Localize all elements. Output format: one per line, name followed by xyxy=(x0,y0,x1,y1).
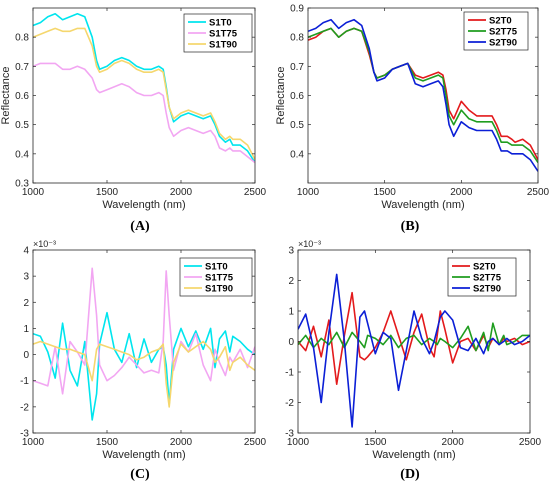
x-tick-label: 2000 xyxy=(450,187,473,198)
y-tick-label: -3 xyxy=(285,429,294,440)
legend-entry: S1T90 xyxy=(205,284,233,295)
x-axis-label: Wavelength (nm) xyxy=(102,199,185,211)
x-axis-label: Wavelength (nm) xyxy=(372,449,455,461)
y-tick-label: -2 xyxy=(20,402,29,413)
legend-entry: S1T0 xyxy=(205,262,228,273)
panel-label: (D) xyxy=(400,467,420,482)
x-tick-label: 2500 xyxy=(244,437,267,448)
series-line-s1t0 xyxy=(33,311,255,421)
y-tick-label: 2 xyxy=(288,276,294,287)
x-tick-label: 2500 xyxy=(244,187,267,198)
legend-entry: S2T0 xyxy=(489,16,512,27)
series-line-s2t75 xyxy=(298,322,530,352)
panel-label: (C) xyxy=(130,467,150,482)
y-tick-label: 1 xyxy=(288,307,294,318)
y-tick-label: 3 xyxy=(288,246,294,257)
y-tick-label: -1 xyxy=(20,376,29,387)
x-tick-label: 2500 xyxy=(527,187,550,198)
x-tick-label: 1000 xyxy=(22,187,45,198)
series-line-s1t75 xyxy=(33,62,255,164)
y-tick-label: -3 xyxy=(20,429,29,440)
y-tick-label: 0.9 xyxy=(290,4,304,15)
y-tick-label: 0.6 xyxy=(15,91,29,102)
x-tick-label: 2000 xyxy=(170,187,193,198)
series-line-s1t0 xyxy=(33,13,255,164)
x-tick-label: 1000 xyxy=(287,437,310,448)
legend-entry: S2T75 xyxy=(473,273,502,284)
y-tick-label: 3 xyxy=(23,272,29,283)
legend-entry: S2T75 xyxy=(489,27,518,38)
y-tick-label: 0.7 xyxy=(15,62,29,73)
y-tick-label: 0.5 xyxy=(290,120,304,131)
y-multiplier-label: ×10⁻³ xyxy=(33,239,56,249)
chart-panel-2: 1000 1500 2000 2500 0.4 0.5 0.6 0.7 0.8 0.9 Wavele… xyxy=(275,4,550,235)
y-tick-label: 0.8 xyxy=(290,33,304,44)
chart-panel-1: 1000 1500 2000 2500 0.3 0.4 0.5 0.6 0.7 0.8 Wavele… xyxy=(0,7,267,234)
y-tick-label: 0 xyxy=(288,337,294,348)
y-tick-label: 0 xyxy=(23,350,29,361)
x-tick-label: 1500 xyxy=(96,187,119,198)
y-axis-label: Reflectance xyxy=(275,66,287,124)
legend-entry: S1T90 xyxy=(209,40,237,51)
legend-entry: S2T90 xyxy=(473,284,501,295)
x-tick-label: 1000 xyxy=(297,187,320,198)
chart-panel-4: 1000 1500 2000 2500 -3 -2 -1 0 1 2 3 ×10⁻³ Wavelengt… xyxy=(285,239,541,482)
panel-label: (A) xyxy=(130,219,150,234)
x-tick-label: 1000 xyxy=(22,437,45,448)
series-line-s1t90 xyxy=(33,340,255,408)
y-tick-label: 0.3 xyxy=(15,179,29,190)
y-tick-label: 2 xyxy=(23,298,29,309)
panel-label: (B) xyxy=(401,219,420,234)
y-multiplier-label: ×10⁻³ xyxy=(298,239,321,249)
axes-frame xyxy=(32,249,256,434)
x-tick-label: 2000 xyxy=(170,437,193,448)
y-tick-label: 4 xyxy=(23,246,29,257)
x-tick-label: 1500 xyxy=(96,437,119,448)
legend-entry: S2T0 xyxy=(473,262,496,273)
legend-entry: S1T0 xyxy=(209,18,232,29)
series-line-s1t75 xyxy=(33,267,255,395)
x-axis-label: Wavelength (nm) xyxy=(381,199,464,211)
y-tick-label: 0.4 xyxy=(15,149,29,160)
legend-entry: S2T90 xyxy=(489,38,517,49)
y-tick-label: 1 xyxy=(23,324,29,335)
series-line-s2t90 xyxy=(298,273,530,428)
x-tick-label: 2500 xyxy=(519,437,542,448)
legend-entry: S1T75 xyxy=(209,29,238,40)
y-tick-label: 0.5 xyxy=(15,120,29,131)
y-tick-label: 0.6 xyxy=(290,91,304,102)
x-tick-label: 1500 xyxy=(364,437,387,448)
x-tick-label: 2000 xyxy=(442,437,465,448)
series-line-s2t90 xyxy=(308,18,538,172)
legend-entry: S1T75 xyxy=(205,273,234,284)
y-tick-label: -1 xyxy=(285,368,294,379)
y-tick-label: 0.7 xyxy=(290,62,304,73)
y-tick-label: -2 xyxy=(285,398,294,409)
chart-panel-3: 1000 1500 2000 2500 -3 -2 -1 0 1 2 3 4 ×10⁻³ Waveleng… xyxy=(20,239,266,482)
y-tick-label: 0.4 xyxy=(290,149,304,160)
x-axis-label: Wavelength (nm) xyxy=(102,449,185,461)
y-axis-label: Reflectance xyxy=(0,66,12,124)
series-line-s2t75 xyxy=(308,27,538,164)
series-line-s1t90 xyxy=(33,27,255,161)
y-tick-label: 0.8 xyxy=(15,33,29,44)
x-tick-label: 1500 xyxy=(374,187,397,198)
